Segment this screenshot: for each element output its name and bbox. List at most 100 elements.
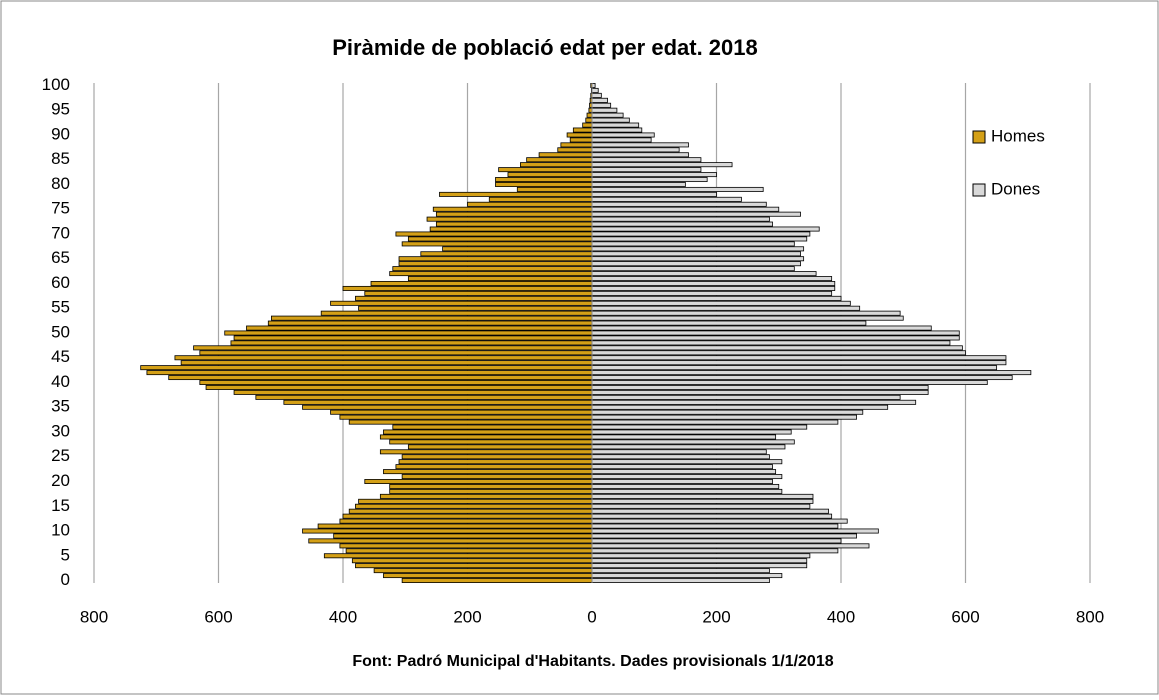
bar (442, 246, 593, 252)
bar (591, 370, 1032, 376)
bar (591, 191, 717, 197)
y-tick-label: 60 (51, 273, 70, 292)
y-tick-label: 85 (51, 149, 70, 168)
bar (591, 300, 851, 306)
bar (591, 394, 901, 400)
bar (358, 498, 593, 504)
bar (557, 147, 593, 153)
bar (591, 488, 783, 494)
bar (560, 142, 593, 148)
bar (345, 548, 593, 554)
bar (591, 380, 988, 385)
x-tick-label: 600 (204, 607, 232, 626)
bar (591, 246, 805, 252)
bar (383, 573, 593, 579)
bar (271, 315, 593, 321)
bar (383, 469, 593, 475)
bar (364, 290, 593, 296)
bar (591, 157, 702, 163)
y-tick-label: 100 (42, 75, 70, 94)
bar (591, 404, 889, 410)
bar (355, 563, 593, 569)
bar (333, 533, 593, 539)
bar (591, 310, 901, 316)
bar (392, 266, 593, 272)
bar (591, 330, 960, 336)
bar (526, 157, 593, 163)
bar (348, 419, 593, 425)
y-tick-label: 15 (51, 496, 70, 515)
bar (224, 330, 593, 336)
bar (591, 201, 767, 207)
bar (591, 285, 836, 291)
bar (398, 459, 593, 465)
bar (379, 493, 593, 499)
bar (467, 201, 593, 207)
bar (591, 335, 960, 341)
bar (591, 290, 833, 296)
bar (591, 107, 618, 113)
bar (591, 132, 655, 138)
bar (591, 295, 842, 301)
bar (320, 310, 593, 316)
bar (426, 216, 593, 222)
bar (585, 117, 593, 123)
bar (230, 340, 593, 346)
bar (146, 370, 593, 376)
bar (591, 87, 599, 93)
bar (591, 474, 783, 480)
bar (401, 454, 593, 460)
bar (302, 404, 593, 410)
bar (591, 196, 742, 202)
bar (591, 340, 951, 346)
bar (389, 271, 593, 277)
bar (348, 508, 593, 514)
bar (586, 112, 593, 118)
bar (193, 345, 593, 351)
bar (407, 444, 593, 450)
bar (591, 399, 917, 405)
x-tick-label: 400 (827, 607, 855, 626)
bar (233, 389, 593, 395)
bar (591, 543, 870, 549)
y-tick-label: 10 (51, 521, 70, 540)
x-tick-label: 0 (587, 607, 596, 626)
y-tick-label: 5 (61, 545, 70, 564)
y-tick-label: 45 (51, 347, 70, 366)
bar (308, 538, 593, 544)
bar (591, 429, 792, 435)
bar (435, 221, 593, 227)
y-tick-label: 75 (51, 199, 70, 218)
bar (389, 483, 593, 489)
bar (342, 513, 593, 519)
bar (591, 444, 786, 450)
legend-label: Dones (991, 179, 1040, 198)
bar (591, 142, 689, 148)
bar (591, 375, 1013, 381)
bar (591, 384, 929, 390)
bar (591, 409, 864, 415)
x-tick-label: 200 (453, 607, 481, 626)
bar (591, 365, 998, 371)
bar (358, 305, 593, 311)
bar (342, 285, 593, 291)
x-tick-label: 800 (80, 607, 108, 626)
bar (538, 152, 593, 158)
x-tick-label: 200 (702, 607, 730, 626)
bar (435, 211, 593, 217)
bar (591, 464, 773, 470)
bar (591, 419, 839, 425)
bar (591, 533, 857, 539)
bar (591, 439, 795, 445)
bar (591, 186, 764, 192)
bar (591, 469, 777, 475)
bar (591, 251, 801, 257)
bar (199, 350, 593, 356)
bar (199, 380, 593, 385)
bar (330, 409, 593, 415)
legend-swatch (972, 183, 986, 197)
y-tick-label: 55 (51, 298, 70, 317)
bar (392, 424, 593, 430)
x-tick-label: 400 (329, 607, 357, 626)
